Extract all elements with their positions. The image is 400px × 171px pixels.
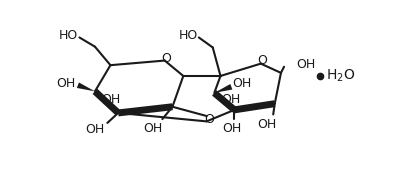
Text: OH: OH (257, 118, 277, 131)
Text: OH: OH (144, 122, 163, 135)
Polygon shape (77, 82, 95, 91)
Text: OH: OH (296, 58, 316, 71)
Text: OH: OH (232, 77, 252, 90)
Text: O: O (258, 54, 267, 67)
Text: OH: OH (101, 93, 120, 106)
Text: HO: HO (178, 29, 198, 42)
Text: OH: OH (56, 77, 75, 90)
Text: H$_2$O: H$_2$O (326, 68, 355, 84)
Text: OH: OH (222, 122, 242, 135)
Text: O: O (204, 113, 214, 126)
Text: O: O (161, 52, 171, 65)
Text: HO: HO (59, 29, 78, 42)
Polygon shape (214, 84, 232, 93)
Text: OH: OH (85, 123, 104, 136)
Text: OH: OH (222, 93, 241, 106)
